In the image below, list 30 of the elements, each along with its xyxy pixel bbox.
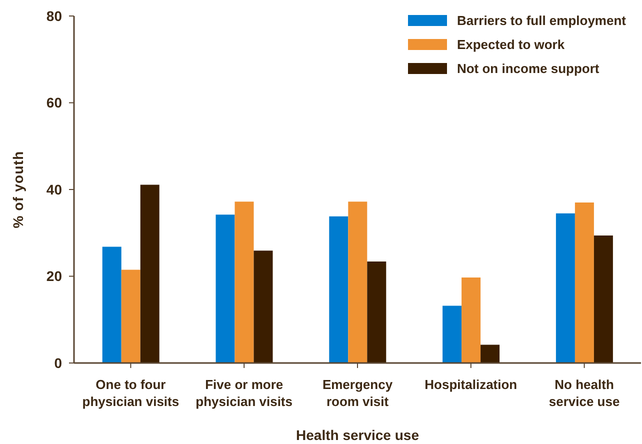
bar: [234, 202, 254, 363]
bar: [594, 235, 613, 363]
legend-label: Expected to work: [456, 36, 565, 52]
y-tick-label: 80: [46, 8, 62, 24]
bar: [348, 202, 368, 363]
bar: [121, 270, 140, 363]
y-tick-label: 20: [46, 268, 62, 284]
legend-label: Barriers to full employment: [456, 12, 626, 28]
y-tick-label: 60: [46, 94, 62, 111]
x-axis-title: Health service use: [296, 427, 420, 443]
x-tick-label: Emergency room visit: [322, 377, 394, 409]
bar: [329, 216, 348, 363]
bar: [462, 278, 481, 363]
bar: [442, 306, 462, 363]
y-tick-label: 40: [46, 181, 62, 198]
x-tick-label: One to four physician visits: [82, 377, 180, 409]
bar: [556, 213, 575, 363]
x-tick-label: No health service use: [548, 377, 620, 409]
bar: [574, 202, 594, 363]
bar: [216, 214, 235, 363]
legend-label: Not on income support: [456, 60, 600, 76]
bar: [367, 262, 386, 363]
bar: [254, 250, 273, 363]
bar: [480, 344, 500, 363]
bar: [140, 184, 160, 363]
x-tick-label: Five or more physician visits: [196, 377, 293, 409]
bar: [102, 246, 122, 363]
x-tick-label: Hospitalization: [424, 377, 518, 392]
y-tick-label: 0: [54, 354, 62, 371]
y-axis-title: % of youth: [10, 150, 26, 228]
